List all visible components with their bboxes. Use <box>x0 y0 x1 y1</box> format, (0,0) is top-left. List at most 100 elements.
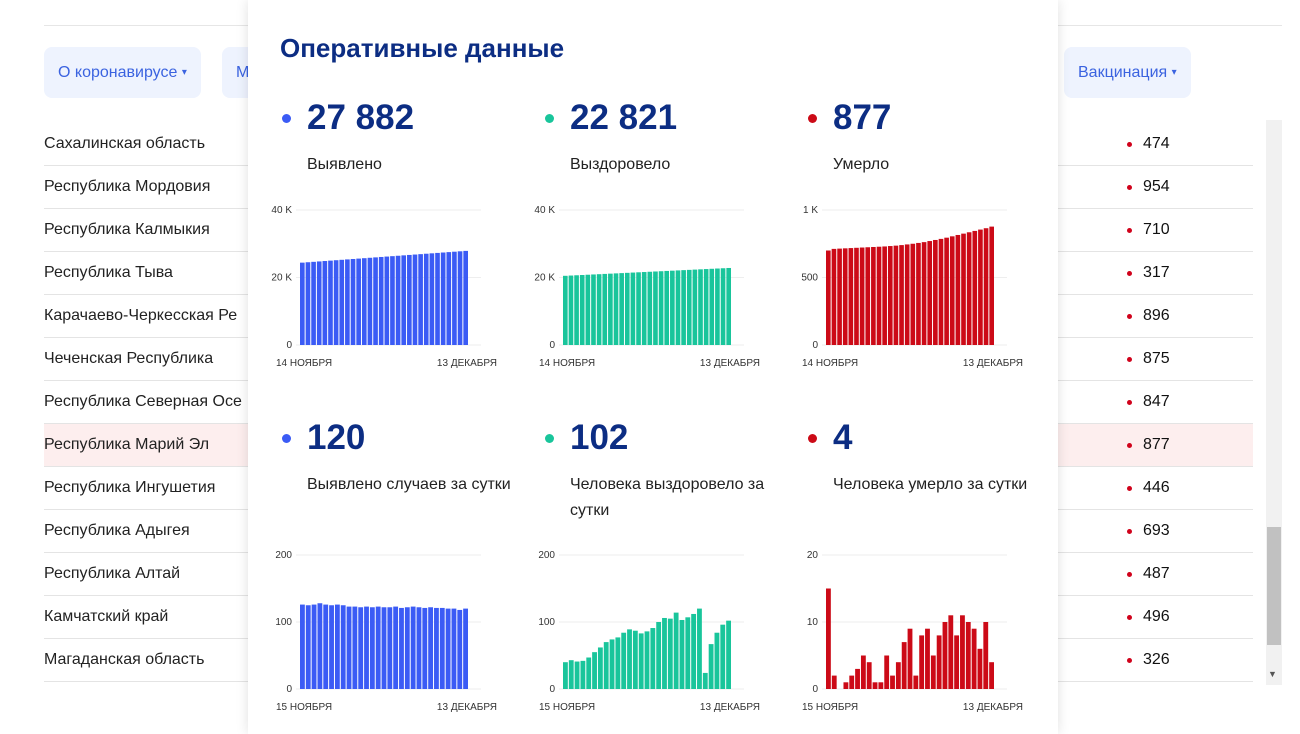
bar <box>919 635 925 689</box>
y-tick-label: 100 <box>275 617 292 628</box>
bar <box>890 675 895 689</box>
bar <box>855 668 860 689</box>
bar <box>435 252 440 345</box>
bar <box>948 615 954 689</box>
status-dot-icon <box>1127 571 1132 577</box>
bar-chart: 0 20 K 40 K 14 НОЯБРЯ 13 ДЕКАБРЯ <box>271 205 497 369</box>
bar <box>860 655 866 689</box>
bar <box>901 642 907 689</box>
bar <box>826 588 831 689</box>
bar <box>621 632 627 689</box>
bar <box>955 234 961 345</box>
bar <box>446 252 452 345</box>
bar <box>656 622 662 689</box>
y-tick-label: 100 <box>538 617 555 628</box>
bar-chart: 0 100 200 15 НОЯБРЯ 13 ДЕКАБРЯ <box>275 550 497 713</box>
bar <box>356 258 361 345</box>
bar <box>305 262 311 345</box>
status-dot-icon <box>1127 356 1132 362</box>
region-name: Республика Марий Эл <box>44 436 210 453</box>
region-value: 446 <box>1143 479 1170 496</box>
x-end-label: 13 ДЕКАБРЯ <box>700 358 760 369</box>
region-value: 326 <box>1143 651 1170 668</box>
stat-label: Умерло <box>833 156 890 173</box>
nav-about-coronavirus[interactable]: О коронавирусе ▾ <box>44 47 201 98</box>
x-end-label: 13 ДЕКАБРЯ <box>437 702 497 713</box>
y-tick-label: 20 K <box>534 273 555 284</box>
bar <box>691 613 697 689</box>
bar <box>658 271 664 345</box>
bar <box>311 604 317 689</box>
region-name: Карачаево-Черкесская Ре <box>44 307 238 324</box>
bar <box>664 270 670 345</box>
bar <box>965 622 971 689</box>
y-tick-label: 200 <box>538 550 555 561</box>
bar <box>428 607 434 689</box>
operational-data-modal: Оперативные данные 27 882 Выявлено 22 821 В… <box>248 0 1058 734</box>
bar <box>334 604 340 689</box>
bar <box>961 233 966 345</box>
bar <box>350 258 356 345</box>
stat-label: Выявлено <box>307 156 382 173</box>
series-dot-icon <box>808 114 817 123</box>
bar <box>339 259 345 345</box>
bar <box>679 619 685 689</box>
bar <box>715 268 720 345</box>
bar <box>457 251 463 345</box>
bar <box>966 232 972 345</box>
bar <box>311 261 316 345</box>
bar <box>615 637 621 689</box>
bar <box>859 247 865 345</box>
bar <box>463 608 468 689</box>
region-name: Чеченская Республика <box>44 350 214 367</box>
bar <box>451 608 457 689</box>
stat-label: Человека выздоровело за сутки <box>570 476 765 519</box>
bar <box>373 257 378 345</box>
bar <box>698 269 703 345</box>
series-dot-icon <box>545 114 554 123</box>
bar <box>395 255 401 345</box>
bar <box>884 655 890 689</box>
bar <box>944 237 949 345</box>
bar <box>439 607 445 689</box>
x-end-label: 13 ДЕКАБРЯ <box>963 358 1023 369</box>
nav-label: О коронавирусе <box>58 63 178 81</box>
bar <box>452 251 457 345</box>
bar <box>401 255 407 345</box>
region-value: 875 <box>1143 350 1170 367</box>
scrollbar-thumb[interactable] <box>1267 527 1281 645</box>
nav-vaccination[interactable]: Вакцинация ▾ <box>1064 47 1191 98</box>
bar <box>720 268 726 345</box>
bar <box>866 662 872 689</box>
bar <box>927 241 933 345</box>
region-value: 710 <box>1143 221 1170 238</box>
bar <box>876 246 882 345</box>
bar <box>647 271 653 345</box>
bar <box>703 269 709 345</box>
bar <box>580 660 586 689</box>
bar <box>410 606 416 689</box>
status-dot-icon <box>1127 485 1132 491</box>
bar <box>692 269 698 345</box>
modal-title: Оперативные данные <box>280 33 565 63</box>
region-value: 693 <box>1143 522 1170 539</box>
status-dot-icon <box>1127 141 1132 147</box>
bar-chart: 0 20 K 40 K 14 НОЯБРЯ 13 ДЕКАБРЯ <box>534 205 760 369</box>
scroll-down-arrow-icon[interactable]: ▼ <box>1268 669 1277 679</box>
region-value: 317 <box>1143 264 1170 281</box>
status-dot-icon <box>1127 313 1132 319</box>
bar <box>602 273 608 345</box>
bar <box>650 628 656 689</box>
region-name: Республика Мордовия <box>44 178 211 195</box>
bar <box>574 275 579 345</box>
stat-label: Выздоровело <box>570 156 671 173</box>
bar <box>925 628 930 689</box>
bar <box>842 248 848 345</box>
stat-label: Человека умерло за сутки <box>833 476 1028 493</box>
bar <box>854 247 859 345</box>
x-end-label: 13 ДЕКАБРЯ <box>700 702 760 713</box>
bar <box>322 261 328 345</box>
bar <box>977 648 983 689</box>
bar-chart: 0 10 20 15 НОЯБРЯ 13 ДЕКАБРЯ <box>802 550 1023 713</box>
bar <box>609 639 615 689</box>
